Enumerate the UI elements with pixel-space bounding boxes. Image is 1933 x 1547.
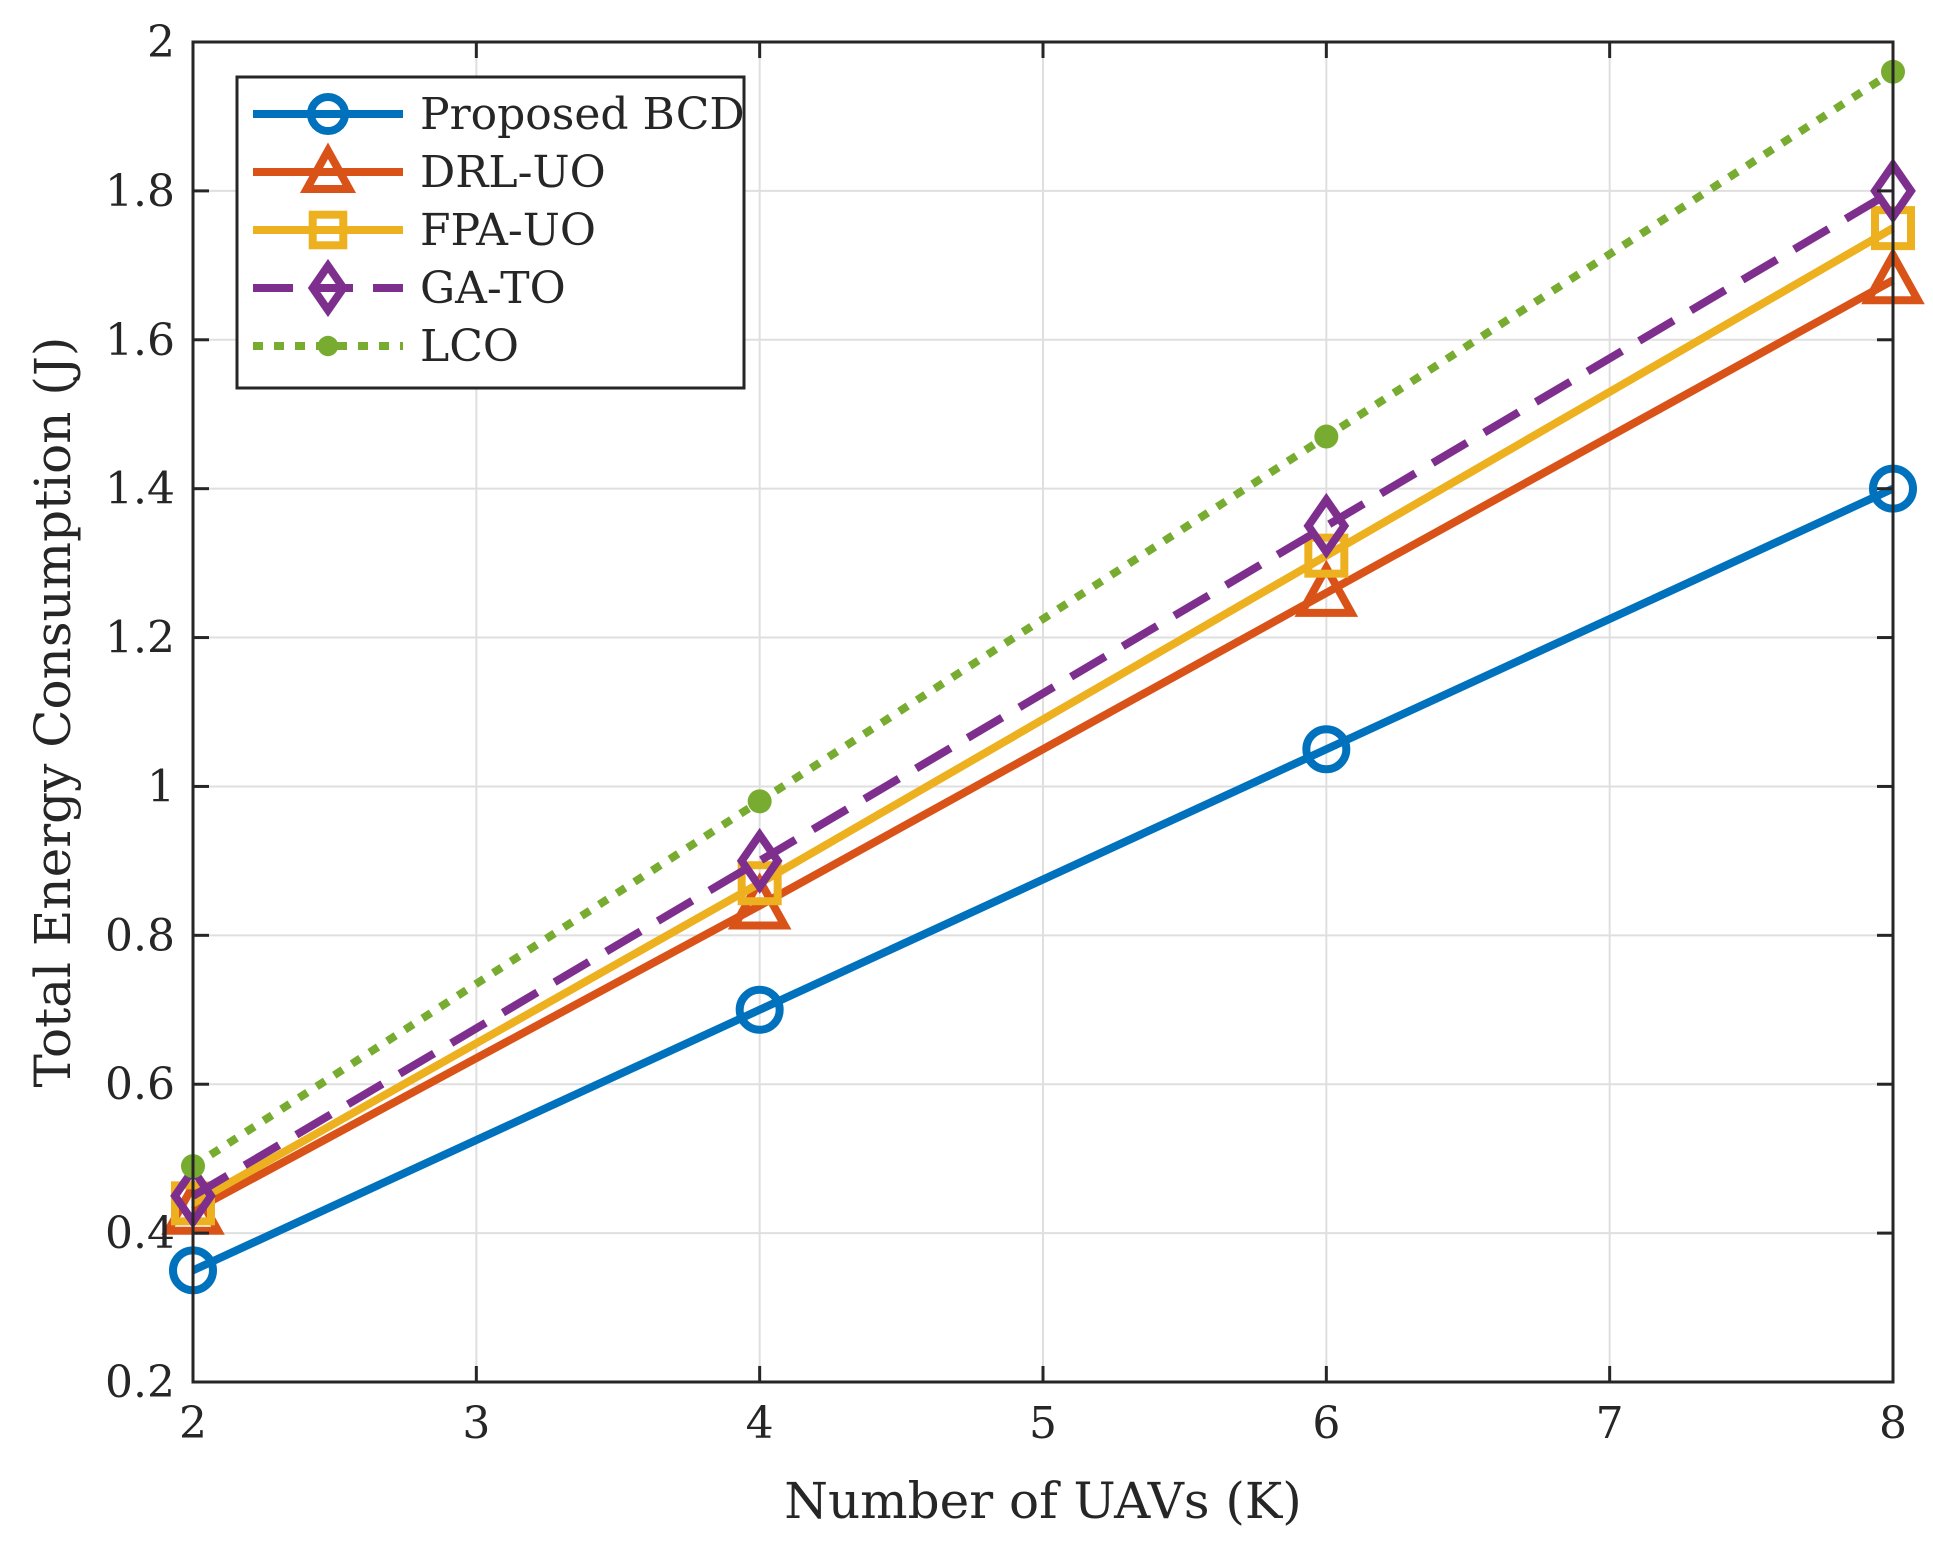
data-point [1302, 725, 1351, 774]
data-point [1304, 533, 1349, 578]
legend-item: FPA-UO [253, 205, 596, 256]
x-tick-label: 3 [462, 1398, 490, 1449]
y-tick-label: 0.6 [105, 1059, 175, 1110]
y-axis-title: Total Energy Consumption (J) [24, 337, 82, 1088]
legend-item: DRL-UO [253, 142, 606, 198]
data-point [736, 827, 783, 894]
y-tick-label: 0.2 [105, 1357, 175, 1408]
y-tick-label: 2 [147, 17, 175, 68]
series-line [191, 224, 1896, 1207]
x-tick-label: 2 [179, 1398, 207, 1449]
legend-label: DRL-UO [420, 147, 606, 198]
x-tick-label: 5 [1029, 1398, 1057, 1449]
axis-ticks: 2 3 4 5 6 7 8 0.2 0.4 0.6 0.8 1 1.2 1.4 1.6 1.8 2 [105, 17, 1907, 1449]
y-tick-label: 1.2 [105, 613, 175, 664]
series-line [191, 276, 1895, 1215]
data-point [735, 985, 784, 1034]
legend-item: GA-TO [253, 258, 566, 318]
legend-marker [299, 142, 357, 193]
y-tick-label: 1.4 [105, 464, 175, 515]
y-tick-label: 1.8 [105, 166, 175, 217]
data-point [1294, 559, 1359, 617]
legend-item: Proposed BCD [253, 89, 745, 140]
series-line [191, 485, 1895, 1274]
legend-marker [317, 335, 339, 357]
x-tick-label: 8 [1879, 1398, 1907, 1449]
y-tick-label: 0.8 [105, 910, 175, 961]
legend-marker [307, 93, 349, 135]
x-tick-label: 6 [1312, 1398, 1340, 1449]
data-point [1303, 492, 1350, 559]
x-tick-label: 4 [746, 1398, 774, 1449]
data-point [1314, 424, 1339, 449]
legend-label: FPA-UO [420, 205, 596, 256]
legend-label: Proposed BCD [420, 89, 745, 140]
legend-label: GA-TO [420, 263, 566, 314]
legend: Proposed BCD DRL-UO FPA-UO GA-TO LCO [235, 75, 746, 390]
x-tick-label: 7 [1596, 1398, 1624, 1449]
y-tick-label: 1.6 [105, 315, 175, 366]
series-line [190, 187, 1896, 1200]
y-tick-label: 0.4 [105, 1208, 175, 1259]
y-tick-label: 1 [147, 761, 175, 812]
data-point [737, 861, 782, 906]
x-axis-title: Number of UAVs (K) [784, 1472, 1302, 1530]
legend-marker [307, 258, 349, 318]
legend-marker [308, 210, 348, 250]
legend-label: LCO [420, 321, 519, 372]
legend-item: LCO [253, 321, 519, 372]
series-line [190, 68, 1896, 1170]
data-point [747, 789, 772, 814]
